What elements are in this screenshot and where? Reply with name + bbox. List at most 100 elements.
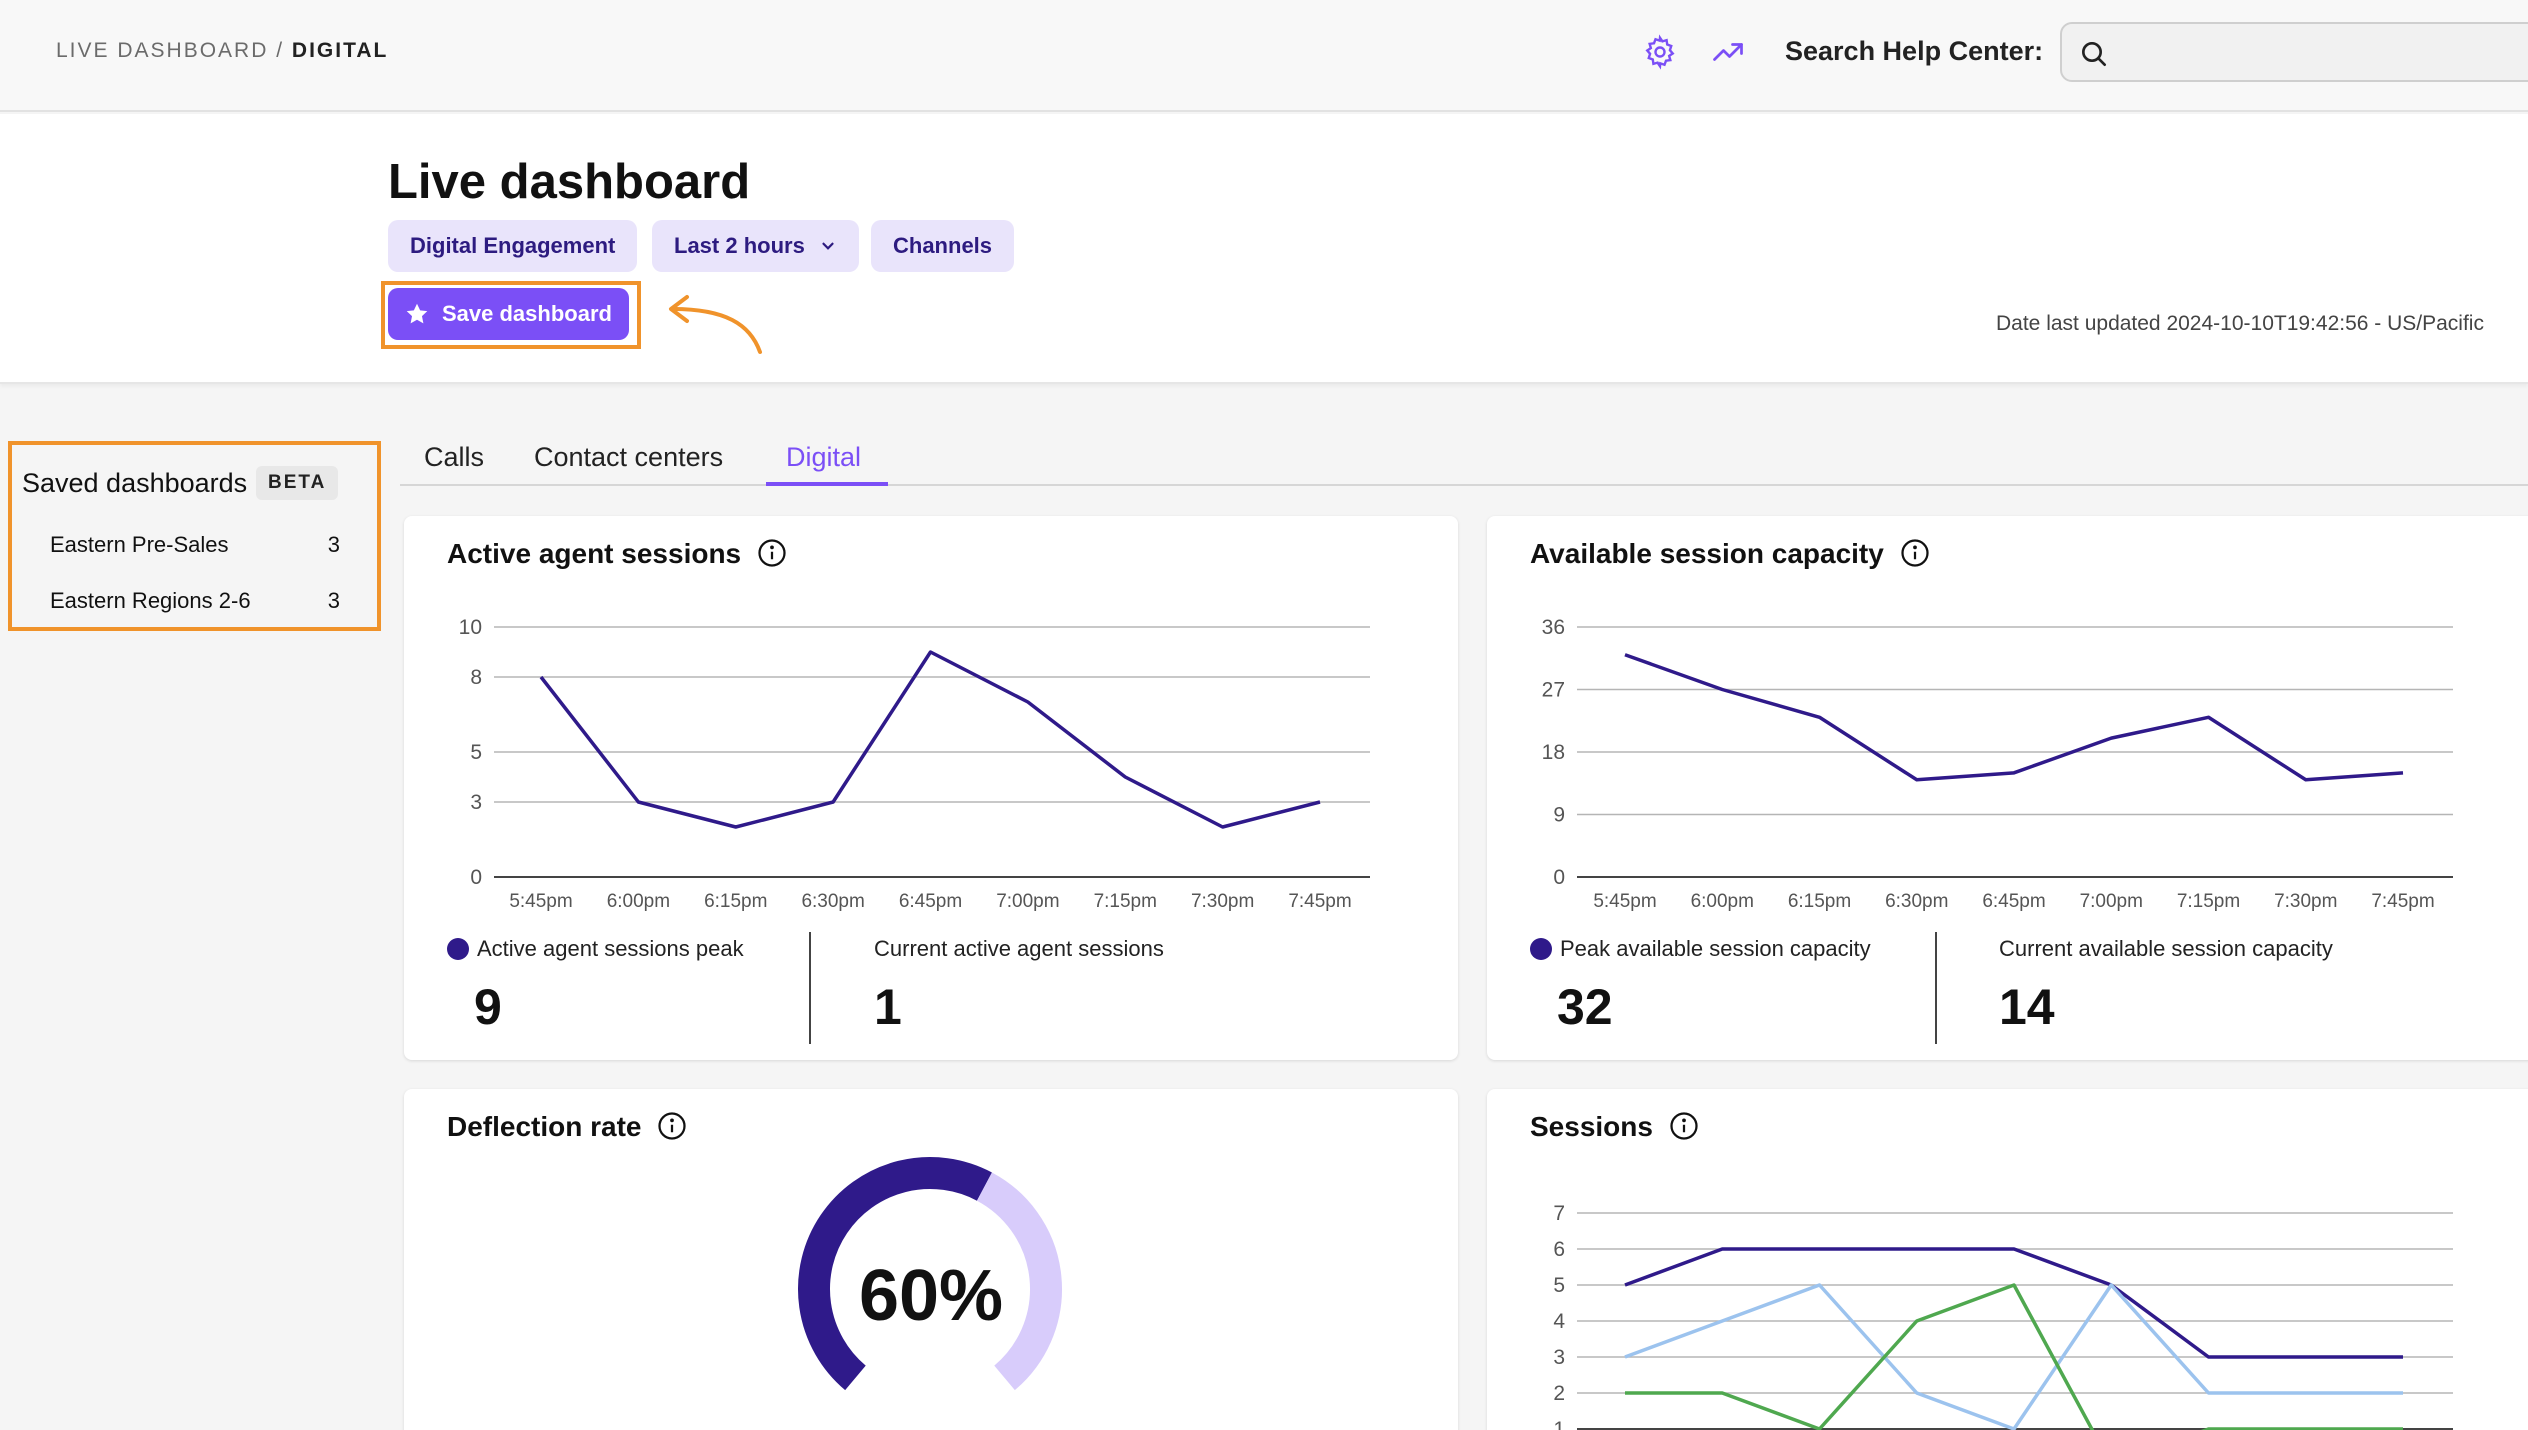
- beta-badge: BETA: [256, 466, 339, 500]
- x-tick-label: 5:45pm: [1593, 891, 1656, 912]
- tab-calls[interactable]: Calls: [424, 442, 485, 472]
- saved-dashboard-item[interactable]: Eastern Pre-Sales 3: [50, 532, 340, 558]
- series-line: [1624, 653, 2404, 782]
- y-tick-label: 4: [1553, 1310, 1565, 1333]
- x-tick-label: 7:45pm: [1288, 891, 1351, 912]
- search-help-label: Search Help Center:: [1785, 36, 2044, 66]
- peak-stat-value: 9: [474, 979, 502, 1035]
- saved-dashboards-title: Saved dashboards: [22, 468, 248, 498]
- y-tick-label: 0: [1553, 866, 1565, 889]
- x-tick-label: 7:00pm: [2080, 891, 2143, 912]
- gear-icon[interactable]: [1642, 34, 1678, 70]
- y-tick-label: 18: [1542, 741, 1565, 764]
- search-icon: [2082, 42, 2106, 66]
- save-dashboard-button[interactable]: Save dashboard: [388, 288, 629, 340]
- last-updated-text: Date last updated 2024-10-10T19:42:56 - …: [1996, 312, 2484, 335]
- channel-filter-pill[interactable]: Digital Engagement: [388, 220, 638, 272]
- x-tick-label: 5:45pm: [509, 891, 572, 912]
- gauge-segment: [976, 1172, 1062, 1391]
- tab-digital[interactable]: Digital: [786, 442, 862, 472]
- channels-label: Channels: [893, 233, 993, 258]
- tab-contact-centers[interactable]: Contact centers: [534, 442, 724, 472]
- star-icon: [406, 303, 428, 324]
- deflection-rate-title: Deflection rate: [447, 1111, 642, 1142]
- y-tick-label: 0: [470, 866, 482, 889]
- y-tick-label: 8: [470, 666, 482, 689]
- current-stat-label: Current available session capacity: [1999, 936, 2333, 961]
- deflection-rate-card: Deflection rate 60%: [404, 1089, 1458, 1430]
- trend-icon[interactable]: [1710, 34, 1746, 70]
- y-tick-label: 3: [1553, 1346, 1565, 1369]
- series-line: [539, 650, 1321, 829]
- page-title: Live dashboard: [388, 155, 751, 209]
- active-tab-indicator: [766, 482, 888, 486]
- deflection-rate-gauge: [798, 1157, 1062, 1391]
- info-icon[interactable]: [757, 538, 787, 568]
- card-title: Deflection rate: [447, 1111, 687, 1143]
- current-stat-value: 14: [1999, 979, 2055, 1035]
- x-tick-label: 6:00pm: [607, 891, 670, 912]
- x-tick-label: 6:30pm: [801, 891, 864, 912]
- y-tick-label: 36: [1542, 616, 1565, 639]
- x-tick-label: 6:00pm: [1691, 891, 1754, 912]
- current-stat-label: Current active agent sessions: [874, 936, 1164, 961]
- y-tick-label: 7: [1553, 1202, 1565, 1225]
- x-tick-label: 6:45pm: [899, 891, 962, 912]
- save-dashboard-label: Save dashboard: [442, 301, 612, 326]
- x-tick-label: 6:15pm: [1788, 891, 1851, 912]
- stat-divider: [1935, 932, 1937, 1044]
- peak-stat-text: Peak available session capacity: [1560, 936, 1871, 961]
- active-agent-sessions-chart: 0 3 5 8 10 5:45pm 6:00pm 6:15pm 6:30pm 6:45pm 7:00…: [459, 616, 1370, 912]
- saved-dashboard-count: 3: [327, 532, 340, 557]
- breadcrumb-current: DIGITAL: [291, 39, 389, 62]
- breadcrumb-section[interactable]: LIVE DASHBOARD: [56, 39, 269, 62]
- header-panel: Live dashboard Digital Engagement Last 2…: [0, 114, 2528, 384]
- peak-stat-text: Active agent sessions peak: [477, 936, 744, 961]
- y-tick-label: 6: [1553, 1238, 1565, 1261]
- gauge-segment: [798, 1157, 992, 1391]
- time-range-dropdown[interactable]: Last 2 hours: [652, 220, 859, 272]
- pointer-arrow-icon: [669, 295, 762, 354]
- peak-stat-label: Active agent sessions peak: [447, 936, 744, 962]
- y-tick-label: 27: [1542, 679, 1565, 702]
- x-tick-label: 7:15pm: [2177, 891, 2240, 912]
- stat-divider: [809, 932, 811, 1044]
- search-input[interactable]: [2126, 34, 2526, 72]
- active-agent-sessions-title: Active agent sessions: [447, 538, 742, 569]
- y-tick-label: 2: [1553, 1382, 1565, 1405]
- x-tick-label: 7:30pm: [1191, 891, 1254, 912]
- x-tick-label: 6:15pm: [704, 891, 767, 912]
- channels-pill[interactable]: Channels: [871, 220, 1015, 272]
- chevron-down-icon: [822, 242, 834, 250]
- x-tick-label: 7:00pm: [996, 891, 1059, 912]
- card-title: Sessions: [1530, 1111, 1699, 1143]
- saved-dashboard-label: Eastern Pre-Sales: [50, 532, 229, 557]
- saved-dashboard-item[interactable]: Eastern Regions 2-6 3: [50, 588, 340, 614]
- x-tick-label: 6:45pm: [1982, 891, 2045, 912]
- breadcrumb-separator: /: [276, 39, 285, 62]
- y-tick-label: 5: [1553, 1274, 1565, 1297]
- info-icon[interactable]: [657, 1111, 687, 1141]
- top-bar: LIVE DASHBOARD / DIGITAL Search Help Cen…: [0, 0, 2528, 112]
- series-line: [1624, 1247, 2403, 1359]
- card-title: Active agent sessions: [447, 538, 787, 570]
- info-icon[interactable]: [1900, 538, 1930, 568]
- saved-dashboard-count: 3: [327, 588, 340, 613]
- series-dot: [447, 938, 469, 960]
- saved-dashboard-label: Eastern Regions 2-6: [50, 588, 251, 613]
- sessions-chart: 1 2 3 4 5 6 7: [1553, 1202, 2453, 1430]
- search-box[interactable]: [2060, 22, 2528, 82]
- time-range-label: Last 2 hours: [674, 233, 805, 258]
- available-session-capacity-title: Available session capacity: [1530, 538, 1884, 569]
- active-agent-sessions-card: Active agent sessions 0 3 5 8 10 5:45pm 6:00pm…: [404, 516, 1458, 1060]
- series-dot: [1530, 938, 1552, 960]
- info-icon[interactable]: [1669, 1111, 1699, 1141]
- y-tick-label: 5: [470, 741, 482, 764]
- peak-stat-label: Peak available session capacity: [1530, 936, 1871, 962]
- y-tick-label: 3: [470, 791, 482, 814]
- y-tick-label: 9: [1553, 804, 1565, 827]
- tabs-divider: [400, 484, 2528, 486]
- saved-dashboards-panel: [8, 441, 381, 631]
- x-tick-label: 7:30pm: [2274, 891, 2337, 912]
- channel-filter-label: Digital Engagement: [410, 233, 616, 258]
